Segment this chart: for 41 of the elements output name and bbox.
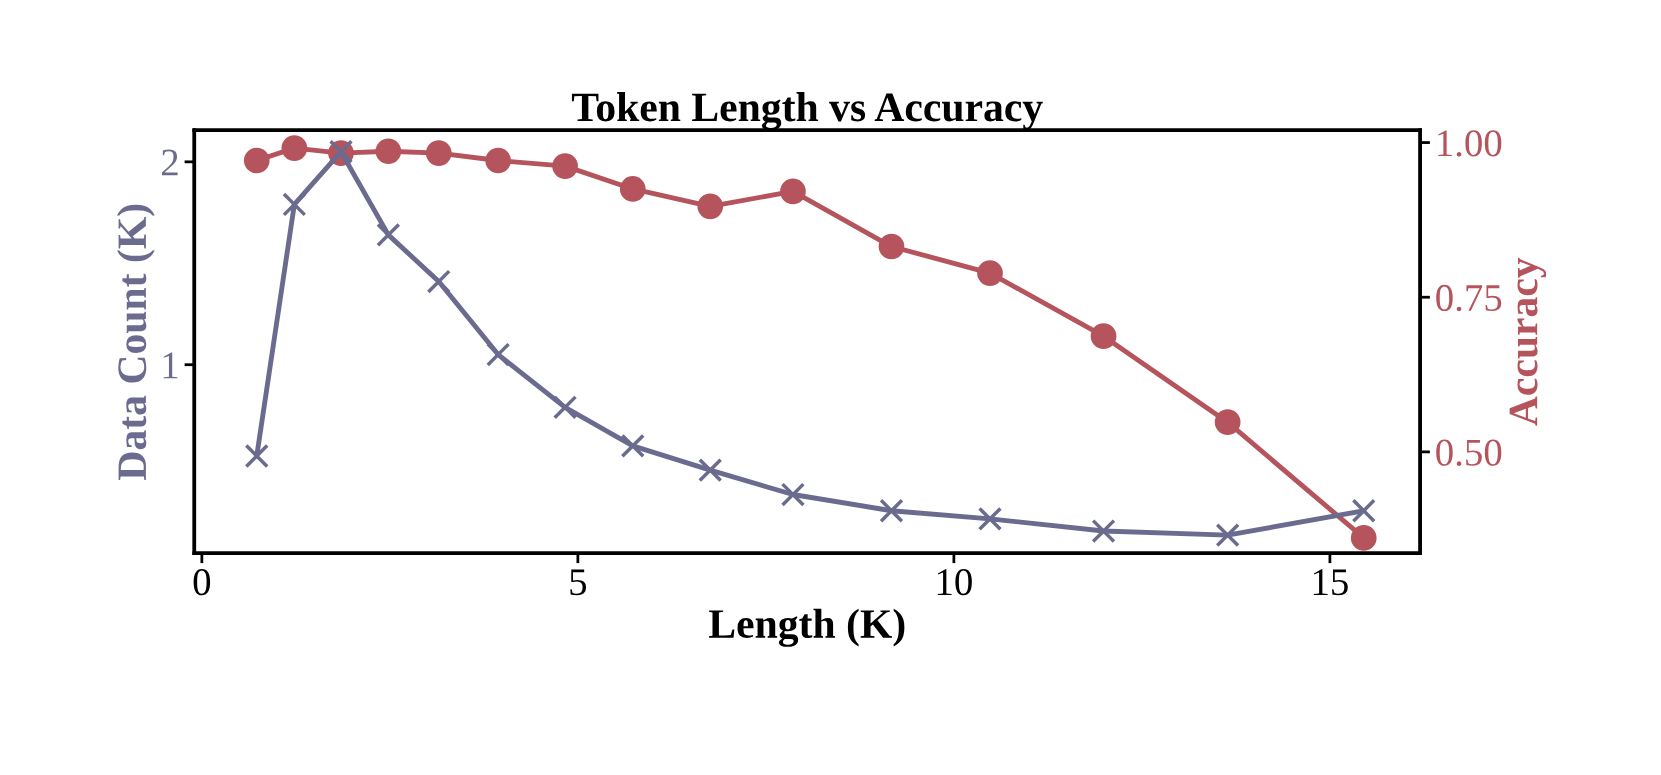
- point: [1215, 522, 1240, 548]
- point: [977, 260, 1003, 286]
- x-tick-label: 15: [1313, 569, 1348, 596]
- point: [552, 153, 578, 179]
- point: [243, 147, 270, 174]
- y2-tick-label: 0.75: [1436, 284, 1502, 312]
- point: [485, 147, 512, 174]
- point: [879, 498, 904, 523]
- point: [977, 506, 1003, 532]
- point: [780, 482, 806, 507]
- y2-tick-label: 0.50: [1436, 439, 1502, 466]
- y-axis-title: Data Count (K): [116, 204, 155, 480]
- point: [282, 192, 307, 217]
- point: [1091, 518, 1116, 544]
- y-tick-label: 1: [163, 352, 178, 379]
- point: [780, 178, 806, 205]
- point: [552, 395, 578, 420]
- point: [425, 140, 452, 166]
- x-tick-label: 0: [193, 569, 211, 596]
- point: [244, 443, 269, 469]
- y-tick-label: 2: [162, 149, 178, 176]
- point: [878, 233, 905, 260]
- chart-title: Token Length vs Accuracy: [571, 92, 1043, 131]
- y2-tick-label: 1.00: [1438, 130, 1502, 157]
- point: [620, 433, 645, 458]
- point: [698, 458, 723, 483]
- point: [426, 269, 451, 294]
- point: [486, 342, 511, 367]
- point: [376, 222, 401, 248]
- point: [375, 138, 402, 165]
- point: [697, 193, 724, 220]
- y2-axis-title: Accuracy: [1509, 257, 1547, 426]
- point: [1350, 525, 1377, 551]
- point: [1351, 498, 1376, 523]
- x-tick-label: 10: [937, 569, 972, 596]
- point: [281, 135, 308, 161]
- point: [1090, 323, 1117, 350]
- point: [1214, 409, 1241, 436]
- x-axis-title: Length (K): [709, 608, 905, 647]
- x-tick-label: 5: [570, 569, 587, 596]
- point: [619, 176, 646, 202]
